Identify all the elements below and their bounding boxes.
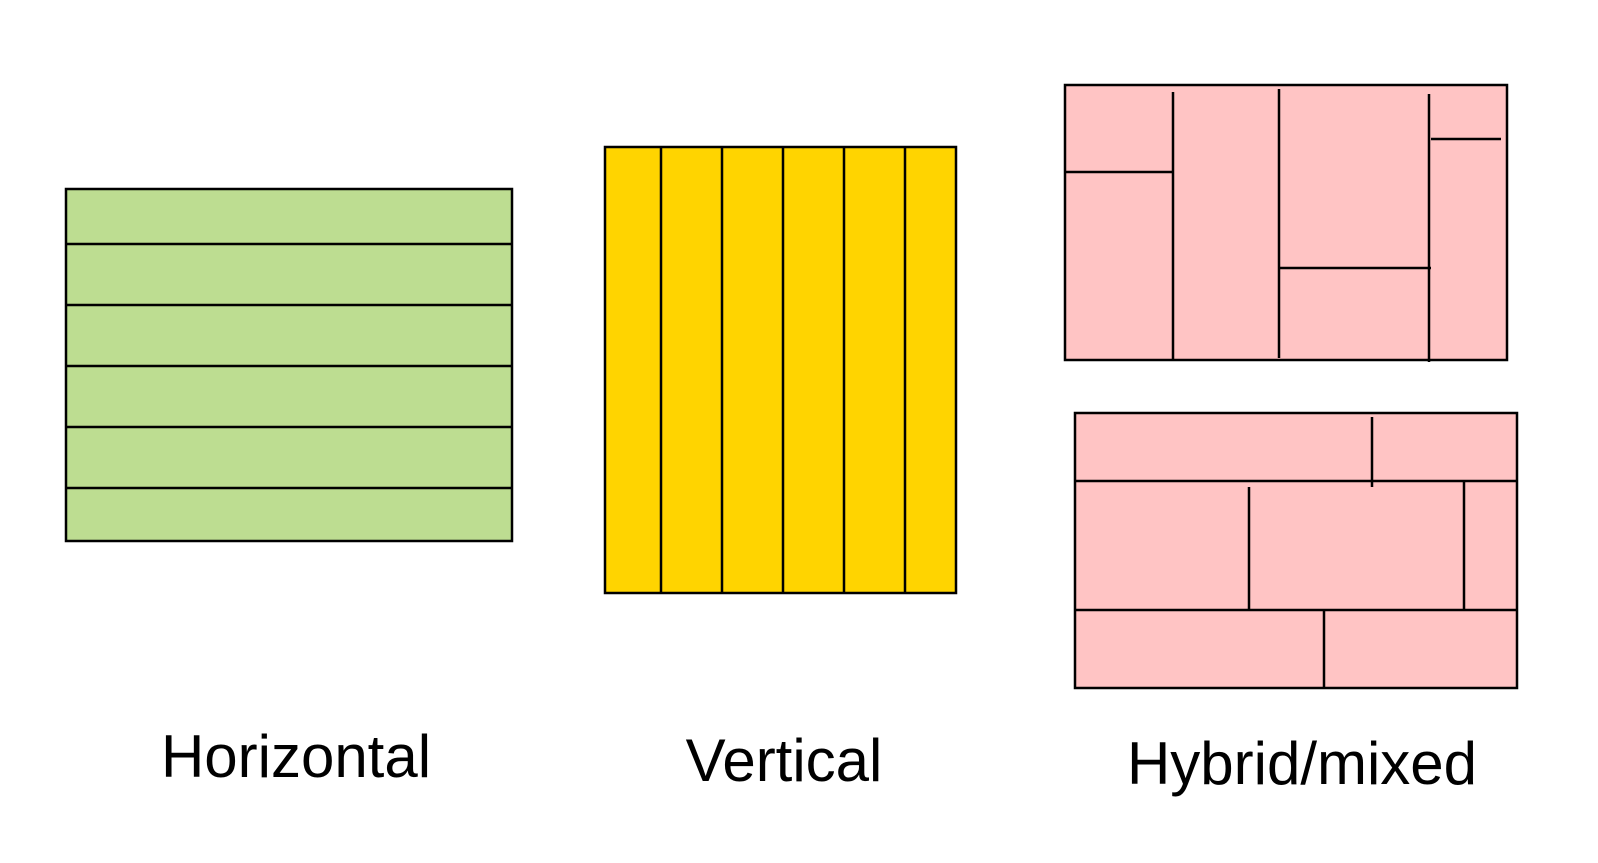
hybrid-bottom-frame [1073, 411, 1519, 690]
hybrid-caption: Hybrid/mixed [1126, 730, 1478, 797]
horizontal-caption: Horizontal [160, 723, 432, 790]
hybrid-top-frame [1063, 83, 1509, 362]
vertical-block-frame [603, 145, 958, 595]
vertical-partition-block [603, 145, 958, 595]
horizontal-partition-block [64, 187, 514, 543]
hybrid-partition-block-top [1063, 83, 1509, 362]
vertical-caption: Vertical [685, 727, 883, 794]
hybrid-partition-block-bottom [1073, 411, 1519, 690]
